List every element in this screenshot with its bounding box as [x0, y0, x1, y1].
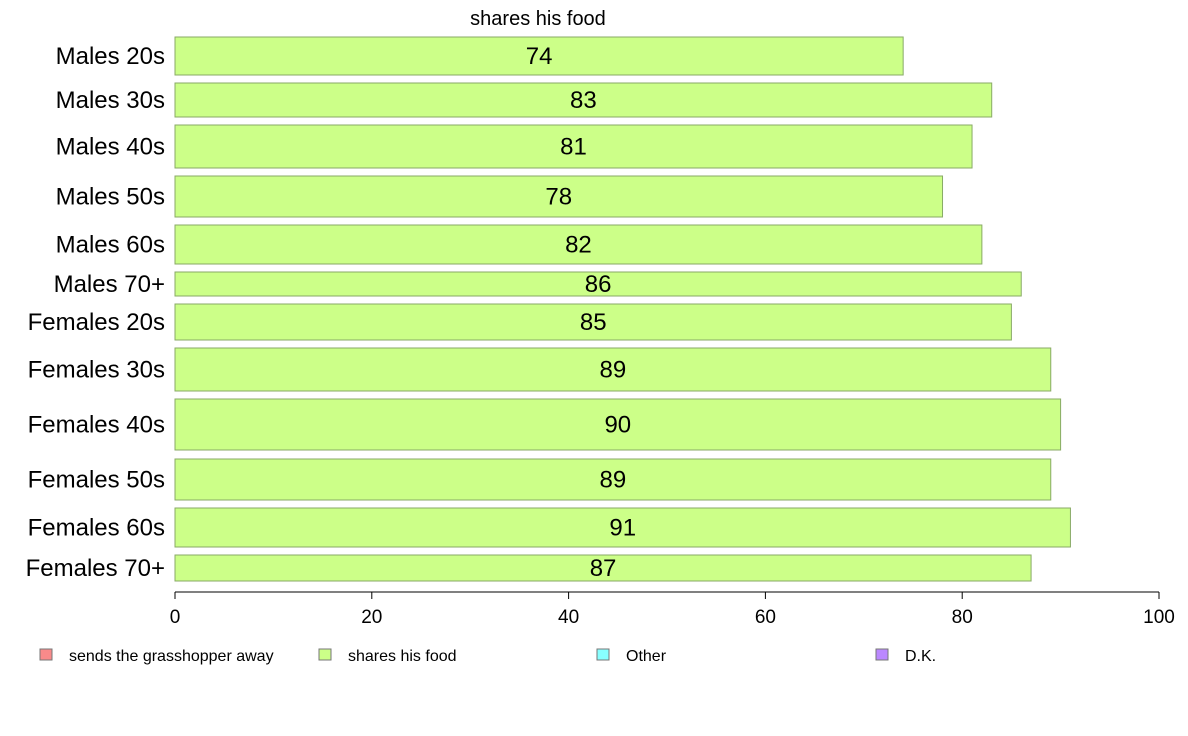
bar — [174, 82, 993, 118]
data-label: 78 — [545, 184, 572, 211]
category-label: Females 60s — [28, 515, 165, 542]
category-label: Males 30s — [56, 87, 165, 114]
bar — [174, 303, 1012, 341]
bar — [174, 347, 1052, 392]
data-label: 91 — [609, 515, 636, 542]
data-label: 90 — [604, 412, 631, 439]
bar — [174, 175, 944, 218]
legend: sends the grasshopper away shares his foo… — [39, 648, 936, 665]
data-label: 89 — [600, 467, 627, 494]
bar — [174, 458, 1052, 501]
bar — [174, 271, 1022, 297]
legend-label: D.K. — [905, 648, 936, 665]
category-label: Males 60s — [56, 232, 165, 259]
x-tick-label: 100 — [1143, 607, 1175, 628]
data-label: 89 — [600, 357, 627, 384]
legend-swatch — [875, 648, 889, 661]
legend-swatch — [39, 648, 53, 661]
data-label: 83 — [570, 87, 597, 114]
bar — [174, 398, 1062, 451]
x-tick-label: 60 — [755, 607, 776, 628]
category-label: Males 50s — [56, 184, 165, 211]
legend-label: sends the grasshopper away — [69, 648, 274, 665]
bar — [174, 224, 983, 265]
category-label: Females 70+ — [26, 555, 165, 582]
category-label: Females 20s — [28, 309, 165, 336]
legend-swatch — [318, 648, 332, 661]
x-tick-label: 20 — [361, 607, 382, 628]
bar — [174, 36, 904, 76]
data-label: 87 — [590, 555, 617, 582]
chart-title: shares his food — [470, 8, 606, 30]
data-label: 82 — [565, 232, 592, 259]
data-label: 86 — [585, 271, 612, 298]
bars-layer: Males 20s 74 Males 30s 83 Males 40s 81 Males 5… — [26, 36, 1071, 582]
bar — [174, 507, 1071, 548]
data-label: 85 — [580, 309, 607, 336]
category-label: Females 50s — [28, 467, 165, 494]
legend-swatch — [596, 648, 610, 661]
category-label: Males 70+ — [54, 271, 165, 298]
data-label: 81 — [560, 134, 587, 161]
legend-label: Other — [626, 648, 667, 665]
category-label: Males 20s — [56, 43, 165, 70]
bar — [174, 554, 1032, 582]
legend-label: shares his food — [348, 648, 457, 665]
x-axis: 0 20 40 60 80 100 — [170, 591, 1175, 628]
x-tick-label: 0 — [170, 607, 181, 628]
bar — [174, 124, 973, 169]
category-label: Males 40s — [56, 134, 165, 161]
category-label: Females 30s — [28, 357, 165, 384]
category-label: Females 40s — [28, 412, 165, 439]
x-tick-label: 80 — [952, 607, 973, 628]
data-label: 74 — [526, 43, 553, 70]
x-tick-label: 40 — [558, 607, 579, 628]
